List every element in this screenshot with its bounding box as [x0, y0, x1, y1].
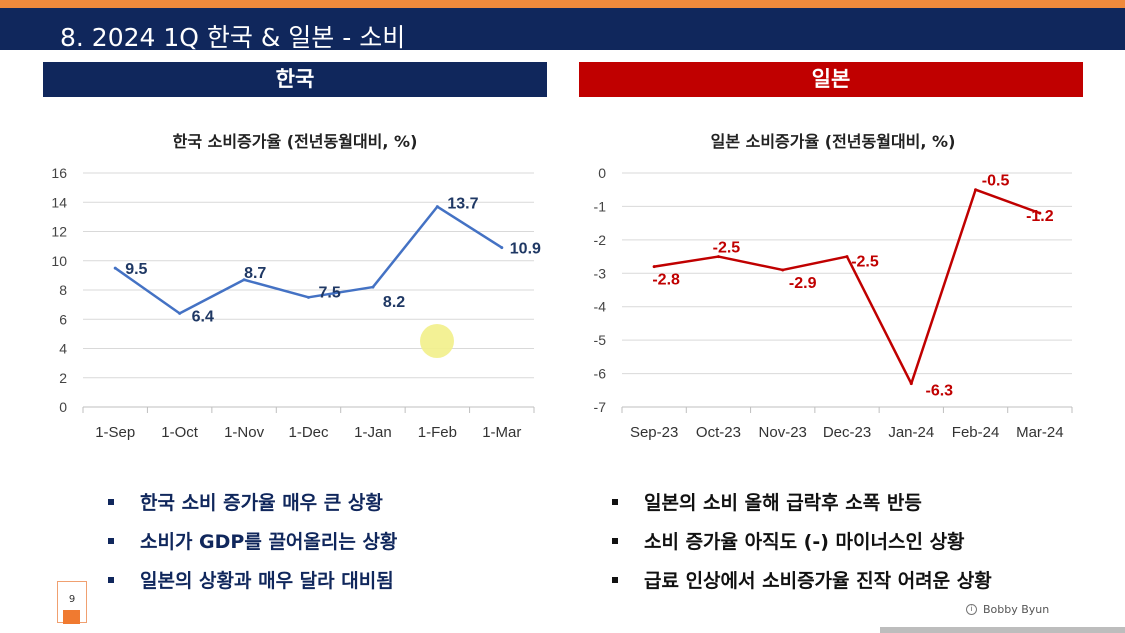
korea-category-label: 1-Sep [95, 424, 135, 441]
slide-title: 8. 2024 1Q 한국 & 일본 - 소비 [60, 23, 406, 52]
japan-bullet-2: 소비 증가율 아직도 (-) 마이너스인 상황 [612, 521, 992, 560]
korea-bullet-2: 소비가 GDP를 끌어올리는 상황 [108, 521, 397, 560]
korea-data-label: 6.4 [192, 308, 214, 325]
japan-bullet-1: 일본의 소비 올해 급락후 소폭 반등 [612, 482, 992, 521]
title-bar: 8. 2024 1Q 한국 & 일본 - 소비 [0, 8, 1125, 52]
japan-data-label: -2.5 [713, 240, 741, 257]
bullet-square-icon [612, 498, 618, 505]
korea-y-tick-label: 0 [59, 399, 67, 415]
page-number: 9 [68, 594, 76, 605]
korea-y-tick-label: 16 [51, 165, 67, 181]
korea-y-tick-label: 6 [59, 311, 67, 327]
japan-series-line [653, 188, 1041, 385]
korea-data-label: 8.7 [244, 265, 266, 282]
japan-category-label: Mar-24 [1016, 424, 1064, 441]
japan-header: 일본 [579, 62, 1083, 97]
japan-data-label: -0.5 [982, 173, 1010, 190]
top-accent-stripe [0, 0, 1125, 8]
japan-y-tick-label: -5 [594, 332, 607, 348]
korea-y-tick-label: 4 [59, 341, 67, 357]
korea-y-tick-label: 12 [51, 224, 67, 240]
page-accent-square [63, 610, 80, 624]
japan-data-label: -2.8 [652, 272, 680, 289]
korea-data-point [178, 311, 182, 315]
japan-category-label: Nov-23 [759, 424, 807, 441]
korea-category-label: 1-Jan [354, 424, 392, 441]
korea-bullet-1: 한국 소비 증가율 매우 큰 상황 [108, 482, 397, 521]
japan-category-label: Jan-24 [888, 424, 934, 441]
japan-data-label: -1.2 [1026, 208, 1054, 225]
korea-category-label: 1-Feb [418, 424, 457, 441]
korea-data-point [242, 278, 246, 282]
korea-data-point [500, 246, 504, 250]
japan-data-label: -2.5 [851, 254, 879, 271]
bullet-square-icon [612, 537, 618, 544]
korea-category-label: 1-Nov [224, 424, 265, 441]
korea-data-point [113, 266, 117, 270]
bullet-square-icon [108, 537, 114, 544]
korea-data-label: 8.2 [383, 294, 405, 311]
japan-data-label: -6.3 [925, 383, 953, 400]
korea-bullet-list: 한국 소비 증가율 매우 큰 상황 소비가 GDP를 끌어올리는 상황 일본의 … [108, 482, 397, 599]
korea-data-point [307, 295, 310, 299]
japan-data-point [781, 268, 785, 272]
credit: i Bobby Byun [966, 603, 1049, 616]
japan-data-point [845, 255, 849, 259]
korea-chart-title: 한국 소비증가율 (전년동월대비, %) [172, 132, 418, 151]
korea-data-label: 7.5 [319, 284, 341, 301]
korea-y-tick-label: 8 [59, 282, 67, 298]
japan-data-point [1038, 211, 1042, 215]
japan-data-point [716, 255, 720, 259]
korea-data-point [371, 285, 375, 289]
korea-data-label: 10.9 [510, 241, 541, 258]
japan-data-label: -2.9 [789, 275, 817, 292]
japan-y-tick-label: 0 [598, 165, 606, 181]
korea-y-tick-label: 14 [51, 194, 67, 210]
japan-category-label: Sep-23 [630, 424, 678, 441]
japan-data-point [909, 382, 913, 386]
bullet-square-icon [108, 498, 114, 505]
japan-bullet-list: 일본의 소비 올해 급락후 소폭 반등 소비 증가율 아직도 (-) 마이너스인… [612, 482, 992, 599]
charts-canvas: 0 2 4 6 8 10 12 14 16 1-Sep 1-Oct 1-Nov 1-Dec 1-Jan 1-… [51, 165, 1073, 441]
japan-chart-title: 일본 소비증가율 (전년동월대비, %) [710, 132, 956, 151]
japan-y-tick-label: -6 [594, 366, 607, 382]
info-icon: i [966, 604, 977, 615]
japan-y-tick-label: -7 [594, 399, 607, 415]
korea-y-tick-label: 10 [51, 253, 67, 269]
japan-data-point [974, 188, 978, 192]
korea-data-label: 13.7 [447, 196, 478, 213]
korea-category-label: 1-Mar [482, 424, 521, 441]
korea-category-label: 1-Dec [288, 424, 329, 441]
korea-y-tick-label: 2 [59, 370, 67, 386]
japan-category-label: Dec-23 [823, 424, 871, 441]
japan-category-label: Feb-24 [952, 424, 1000, 441]
credit-text: Bobby Byun [983, 603, 1050, 616]
japan-y-tick-label: -3 [594, 265, 607, 281]
cursor-highlight [420, 324, 454, 358]
japan-y-tick-label: -4 [594, 299, 607, 315]
korea-header: 한국 [43, 62, 547, 97]
page-number-box: 9 [57, 581, 87, 623]
bottom-gray-bar [880, 627, 1125, 633]
bullet-square-icon [108, 576, 114, 583]
korea-category-label: 1-Oct [161, 424, 199, 441]
korea-bullet-3: 일본의 상황과 매우 달라 대비됨 [108, 560, 397, 599]
korea-data-point [435, 205, 439, 209]
japan-y-tick-label: -2 [594, 232, 607, 248]
japan-category-label: Oct-23 [696, 424, 741, 441]
japan-bullet-3: 급료 인상에서 소비증가율 진작 어려운 상황 [612, 560, 992, 599]
japan-y-tick-label: -1 [594, 198, 607, 214]
japan-data-point [652, 265, 656, 269]
bullet-square-icon [612, 576, 618, 583]
korea-data-label: 9.5 [125, 261, 147, 278]
